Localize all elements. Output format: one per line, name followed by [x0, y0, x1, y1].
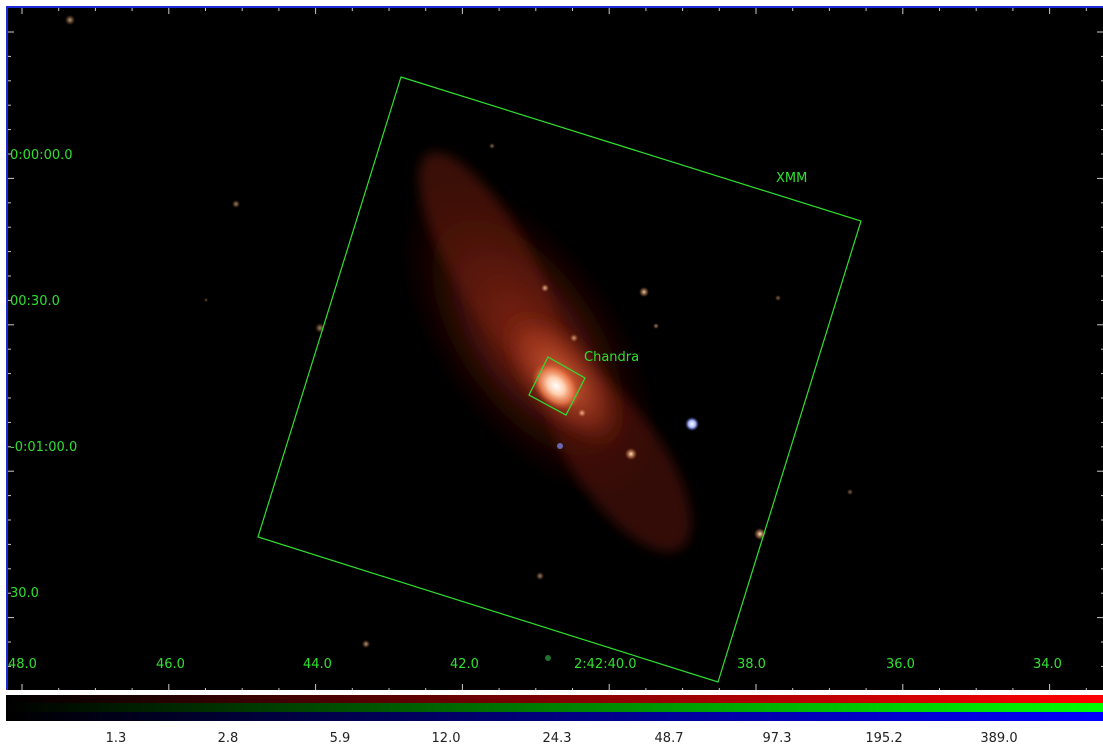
image-viewport[interactable]: XMM Chandra 0:00:00.0 00:30.0 -0:01:00.0…	[6, 6, 1103, 690]
colorbar-tick: 5.9	[329, 731, 351, 746]
y-tick-label: 00:30.0	[10, 294, 60, 309]
colorbar-tick: 389.0	[980, 731, 1018, 746]
point-sources	[65, 15, 853, 661]
galaxy-image	[8, 8, 1103, 690]
x-tick-label: 46.0	[156, 657, 185, 672]
axis-ticks	[8, 8, 1103, 690]
y-tick-label: -0:01:00.0	[10, 440, 78, 455]
chandra-region[interactable]	[528, 356, 586, 416]
xmm-label: XMM	[776, 171, 808, 186]
xmm-region[interactable]	[257, 76, 862, 683]
y-tick-label: 0:00:00.0	[10, 148, 73, 163]
colorbar: 1.3 2.8 5.9 12.0 24.3 48.7 97.3 195.2 38…	[6, 693, 1103, 752]
chandra-label: Chandra	[584, 350, 640, 365]
x-tick-label: 36.0	[886, 657, 915, 672]
colorbar-gradient	[6, 695, 1103, 721]
colorbar-tick: 48.7	[654, 731, 684, 746]
y-tick-label: 30.0	[10, 586, 39, 601]
colorbar-tick: 195.2	[865, 731, 903, 746]
x-tick-label: 2:42:40.0	[574, 657, 637, 672]
galaxy-glow	[394, 152, 692, 552]
colorbar-tick: 24.3	[542, 731, 572, 746]
x-tick-label: 38.0	[737, 657, 766, 672]
colorbar-tick: 12.0	[431, 731, 461, 746]
colorbar-tick: 97.3	[762, 731, 792, 746]
x-tick-label: 44.0	[303, 657, 332, 672]
colorbar-tick: 1.3	[105, 731, 127, 746]
x-tick-label: 34.0	[1033, 657, 1062, 672]
colorbar-tick: 2.8	[217, 731, 239, 746]
x-tick-label: 48.0	[8, 657, 37, 672]
x-tick-label: 42.0	[450, 657, 479, 672]
